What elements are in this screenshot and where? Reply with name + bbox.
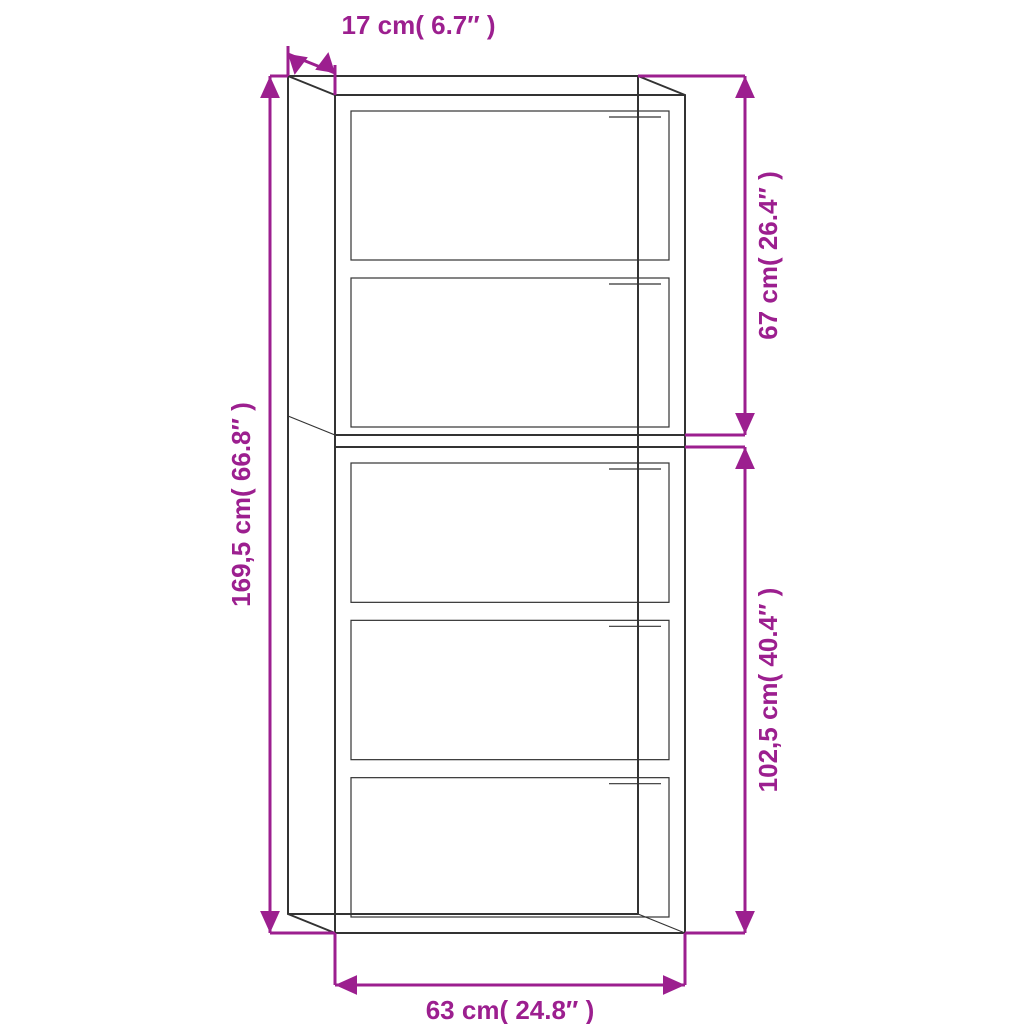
dim-height-label: 169,5 cm( 66.8″ ) <box>226 402 256 607</box>
dim-width-label: 63 cm( 24.8″ ) <box>426 995 595 1024</box>
cabinet-drawing <box>288 76 685 933</box>
dim-depth-label: 17 cm( 6.7″ ) <box>342 10 496 40</box>
dim-top-label: 67 cm( 26.4″ ) <box>753 171 783 340</box>
dim-bottom-label: 102,5 cm( 40.4″ ) <box>753 588 783 793</box>
